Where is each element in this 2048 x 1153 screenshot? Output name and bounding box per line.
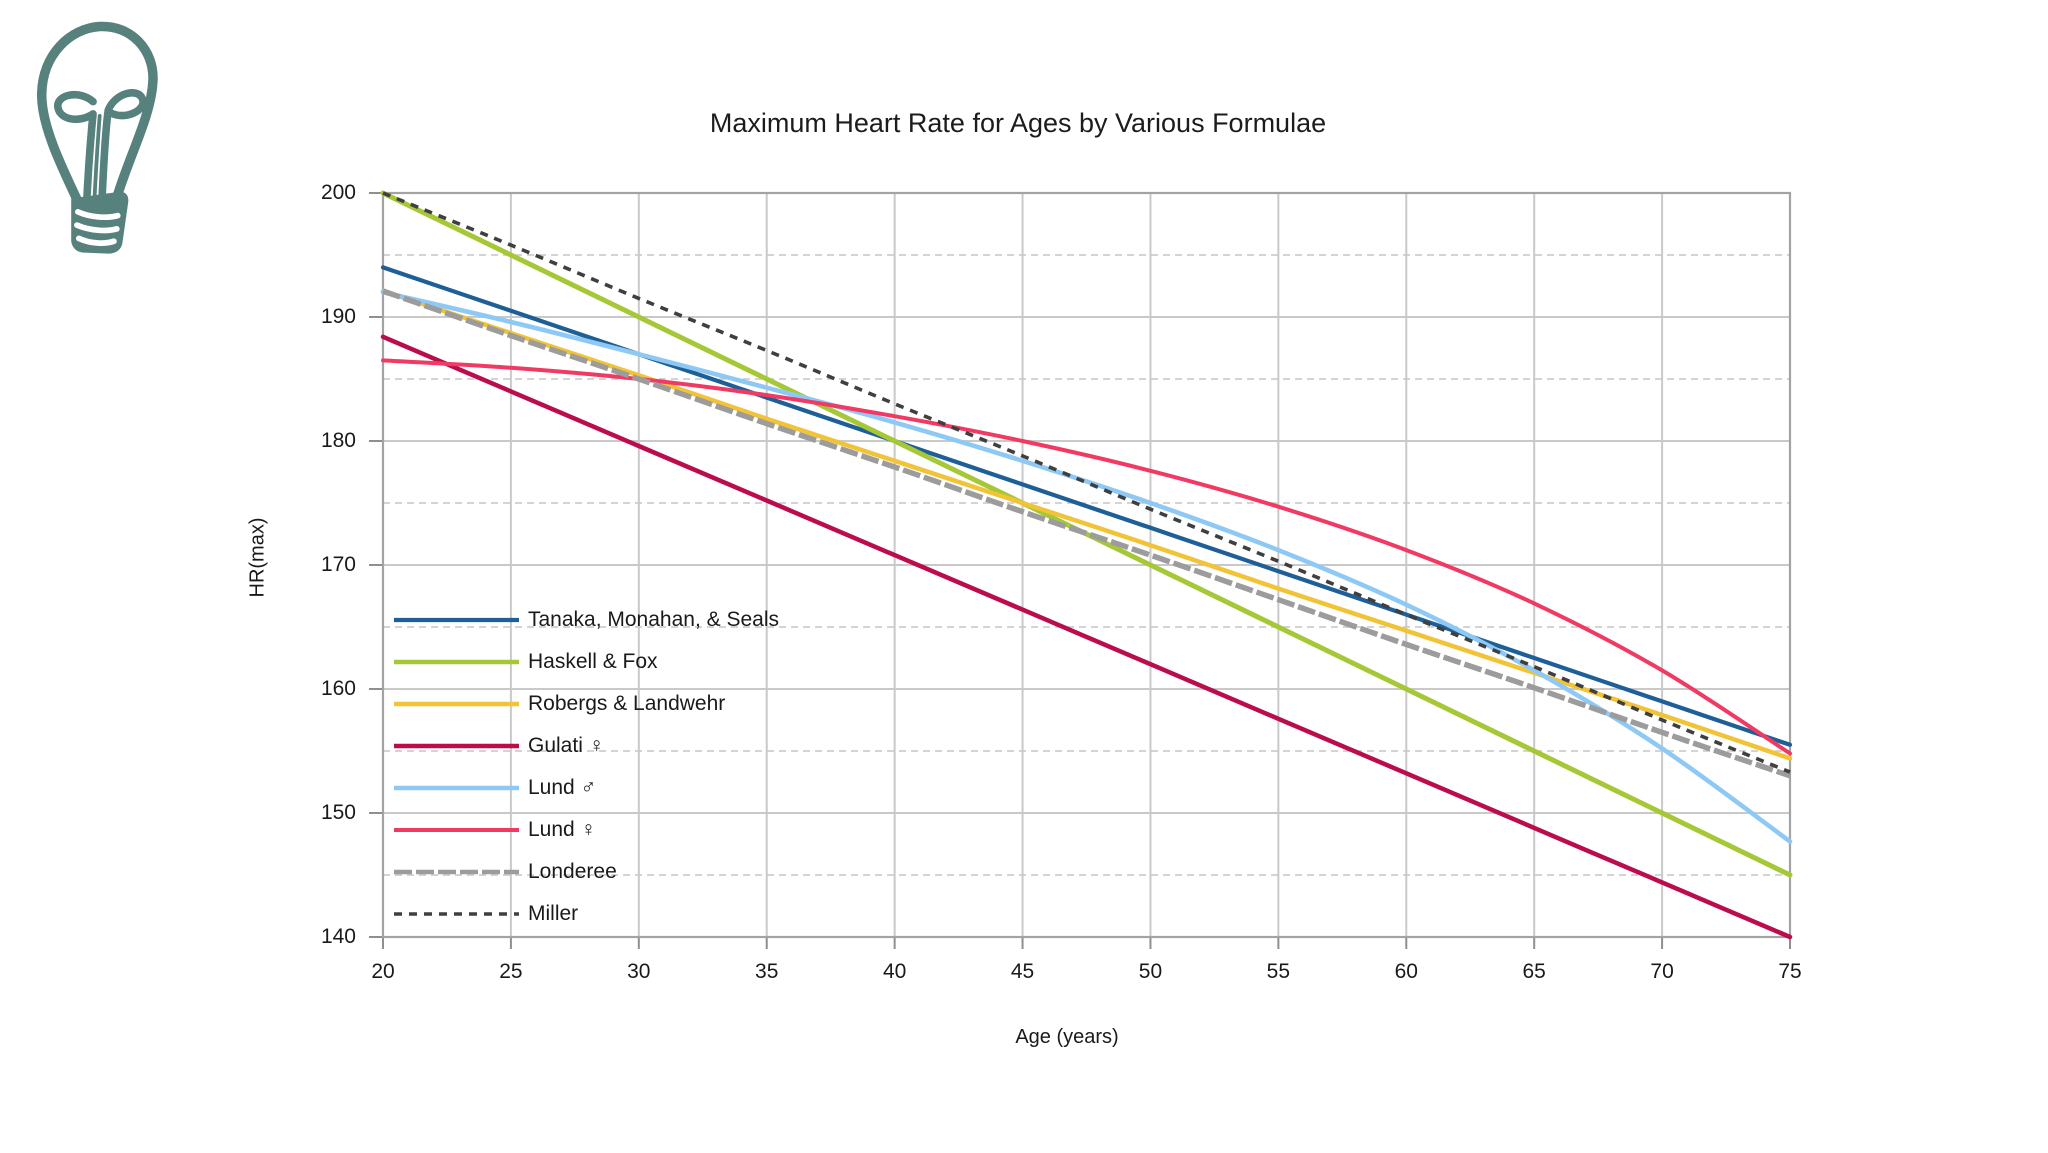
y-tick-label: 160 xyxy=(320,677,356,700)
legend-label: Lund ♀ xyxy=(528,818,597,841)
x-tick-label: 55 xyxy=(1266,960,1291,983)
y-tick-label: 170 xyxy=(320,553,356,576)
legend-line-swatch xyxy=(394,617,519,623)
y-axis-label: HR(max) xyxy=(246,517,269,598)
y-tick-label: 150 xyxy=(320,801,356,824)
series-londeree xyxy=(382,288,1791,779)
series-gulati xyxy=(380,334,1793,940)
bulb-filament-right-loop xyxy=(97,89,147,213)
legend-item: Robergs & Landwehr xyxy=(393,683,779,725)
x-tick-label: 70 xyxy=(1650,960,1674,983)
legend-label: Gulati ♀ xyxy=(528,734,605,757)
legend-label: Lund ♂ xyxy=(528,776,597,799)
legend-label: Robergs & Landwehr xyxy=(528,692,726,715)
legend-item: Miller xyxy=(393,893,779,935)
bulb-base-groove-1 xyxy=(75,208,121,221)
x-tick-label: 35 xyxy=(755,960,779,983)
y-tick-label: 140 xyxy=(320,925,356,948)
x-tick-label: 30 xyxy=(627,960,651,983)
legend-label: Haskell & Fox xyxy=(528,650,658,673)
x-tick-label: 50 xyxy=(1138,960,1163,983)
legend-line-swatch xyxy=(394,869,519,875)
bulb-outline xyxy=(36,21,158,208)
x-tick-label: 40 xyxy=(882,960,907,983)
series-haskell-fox xyxy=(380,190,1793,878)
legend-label: Londeree xyxy=(528,860,617,883)
legend-item: Lund ♂ xyxy=(393,767,779,809)
legend-item: Londeree xyxy=(393,851,779,893)
legend-line-swatch xyxy=(394,785,519,791)
chart-title: Maximum Heart Rate for Ages by Various F… xyxy=(709,108,1327,138)
legend-line-swatch xyxy=(394,659,519,665)
x-tick-label: 60 xyxy=(1394,960,1418,983)
x-tick-label: 65 xyxy=(1522,960,1546,983)
bulb-base-groove-2 xyxy=(74,222,120,234)
x-tick-label: 20 xyxy=(371,960,395,983)
legend-line-swatch xyxy=(394,743,519,749)
lightbulb-logo-icon xyxy=(36,21,158,254)
series-lund xyxy=(380,289,1793,844)
bulb-filament-left-loop xyxy=(54,90,97,213)
legend-line-swatch xyxy=(394,828,519,832)
plot-border xyxy=(381,191,1792,939)
legend-line-swatch xyxy=(394,912,519,916)
legend-line-swatch xyxy=(394,701,519,707)
bulb-base-groove-3 xyxy=(75,235,117,246)
x-axis-label: Age (years) xyxy=(1015,1026,1119,1048)
legend-item: Tanaka, Monahan, & Seals xyxy=(393,599,779,641)
y-tick-label: 190 xyxy=(320,305,356,328)
y-tick-label: 200 xyxy=(320,181,356,204)
x-tick-label: 25 xyxy=(499,960,523,983)
series-lund xyxy=(381,358,1792,756)
legend-item: Haskell & Fox xyxy=(393,641,779,683)
y-tick-label: 180 xyxy=(320,429,356,452)
legend-label: Tanaka, Monahan, & Seals xyxy=(528,608,779,631)
legend-label: Miller xyxy=(528,902,579,925)
x-tick-label: 75 xyxy=(1778,960,1802,983)
x-tick-label: 45 xyxy=(1010,960,1035,983)
legend-item: Gulati ♀ xyxy=(393,725,779,767)
legend-item: Lund ♀ xyxy=(393,809,779,851)
series-miller xyxy=(382,191,1791,774)
chart-legend: Tanaka, Monahan, & Seals Haskell & Fox Rob… xyxy=(393,599,779,935)
